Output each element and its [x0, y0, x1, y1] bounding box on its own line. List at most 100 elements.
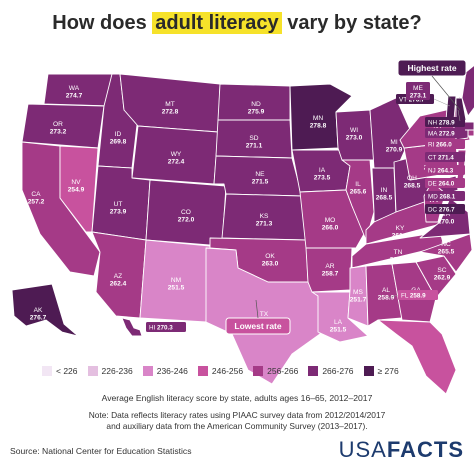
- svg-text:CT 271.4: CT 271.4: [428, 154, 454, 161]
- state-label-mo: MO 266.0: [322, 217, 339, 232]
- legend-swatch: [197, 366, 208, 376]
- state-label-ms: MS 251.7: [350, 289, 367, 304]
- state-label-tn: TN 260.1: [390, 249, 407, 264]
- state-label-ca: CA 257.2: [28, 191, 45, 206]
- legend-label: 256-266: [267, 366, 299, 376]
- legend-item: 246-256: [197, 366, 244, 376]
- legend-swatch: [308, 366, 319, 376]
- leader-line: [433, 98, 451, 107]
- state-il: [341, 159, 375, 241]
- state-label-sd: SD 271.1: [246, 135, 263, 150]
- state-ar: [305, 247, 353, 293]
- state-label-oh: OH 268.5: [404, 175, 421, 190]
- state-label-ut: UT 273.9: [110, 201, 127, 216]
- svg-text:FL 258.9: FL 258.9: [401, 292, 426, 299]
- state-ms: [347, 265, 369, 327]
- legend-label: < 226: [56, 366, 78, 376]
- state-label-ky: KY 261.0: [392, 225, 409, 240]
- state-label-al: AL 258.9: [378, 287, 395, 302]
- svg-text:Lowest rate: Lowest rate: [234, 321, 282, 331]
- state-label-ar: AR 258.7: [322, 263, 339, 278]
- state-nc: [419, 233, 473, 273]
- state-label-mi: MI 270.9: [386, 139, 403, 154]
- state-nv: [59, 145, 99, 233]
- state-label-wi: WI 273.0: [346, 127, 363, 142]
- state-box-md: MD 268.1: [425, 191, 465, 201]
- svg-text:RI 266.0: RI 266.0: [428, 141, 452, 148]
- legend-item: 266-276: [308, 366, 354, 376]
- svg-text:DC 276.7: DC 276.7: [428, 206, 455, 213]
- state-box-dc: DC 276.7: [425, 204, 465, 214]
- legend-swatch: [142, 366, 153, 376]
- legend-item: < 226: [42, 366, 78, 376]
- state-or: [21, 103, 105, 149]
- legend-swatch: [253, 366, 264, 376]
- state-box-fl: FL 258.9: [398, 290, 438, 300]
- state-hi: [121, 317, 143, 337]
- state-me: [461, 65, 474, 117]
- state-ak: [11, 283, 79, 337]
- state-label-ks: KS 271.3: [256, 213, 273, 228]
- svg-text:MA 272.9: MA 272.9: [428, 130, 455, 137]
- state-label-ak: AK 276.7: [30, 307, 47, 322]
- state-sc: [415, 255, 457, 299]
- legend-item: 236-246: [142, 366, 188, 376]
- legend: < 226 226-236 236-246 246-256 256-266 266-276…: [42, 366, 442, 376]
- state-box-hi: HI 270.3: [146, 322, 186, 332]
- state-box-de: DE 264.0: [425, 178, 465, 188]
- legend-swatch: [363, 366, 374, 376]
- svg-text:HI 270.3: HI 270.3: [149, 324, 173, 331]
- state-label-nv: NV 254.9: [68, 179, 85, 194]
- legend-item: 226-236: [87, 366, 133, 376]
- state-label-il: IL 265.6: [350, 181, 367, 196]
- leader-line: [387, 294, 399, 299]
- svg-text:NJ 264.3: NJ 264.3: [428, 167, 454, 174]
- note: Note: Data reflects literacy rates using…: [88, 410, 386, 431]
- highest-callout: Highest rate: [397, 59, 467, 111]
- legend-label: ≥ 276: [377, 366, 399, 376]
- svg-text:DE 264.0: DE 264.0: [428, 180, 455, 187]
- legend-label: 266-276: [322, 366, 354, 376]
- state-box-nj: NJ 264.3: [425, 165, 465, 175]
- state-label-ne: NE 271.5: [252, 171, 269, 186]
- svg-text:NH 278.9: NH 278.9: [428, 119, 455, 126]
- state-label-sc: SC 262.9: [434, 267, 451, 282]
- title-highlight: adult literacy: [152, 12, 282, 34]
- state-label-co: CO 272.0: [178, 209, 195, 224]
- lowest-callout: Lowest rate: [225, 299, 291, 335]
- state-box-ma: MA 272.9: [425, 128, 465, 138]
- legend-label: 246-256: [211, 366, 244, 376]
- source-text: Source: National Center for Education St…: [10, 446, 192, 456]
- state-label-in: IN 268.5: [376, 187, 393, 202]
- state-al: [365, 263, 403, 327]
- state-label-nc: NC 265.5: [438, 241, 455, 256]
- state-label-me: ME 273.1: [410, 85, 427, 100]
- state-fl: [377, 319, 457, 395]
- svg-text:MD 268.1: MD 268.1: [428, 193, 456, 200]
- state-label-va: VA 270.0: [438, 211, 455, 226]
- state-label-wy: WY 272.4: [168, 151, 185, 166]
- state-label-la: LA 251.5: [330, 319, 347, 334]
- state-label-ok: OK 263.0: [262, 253, 279, 268]
- state-label-mn: MN 278.8: [310, 115, 327, 130]
- state-mi: [369, 97, 413, 171]
- map-subtitle: Average English literacy score by state,…: [101, 393, 373, 403]
- leader-line: [457, 109, 461, 122]
- state-box-ct: CT 271.4: [425, 152, 465, 162]
- state-label-id: ID 269.8: [110, 131, 127, 146]
- state-label-ia: IA 273.5: [314, 167, 331, 182]
- state-label-mt: MT 272.8: [162, 101, 179, 116]
- usafacts-logo: USAFACTS: [338, 437, 464, 462]
- state-label-az: AZ 262.4: [110, 273, 127, 288]
- legend-swatch: [87, 366, 98, 376]
- state-label-wa: WA 274.7: [66, 85, 83, 100]
- legend-label: 236-246: [156, 366, 188, 376]
- state-box-me: [406, 82, 430, 100]
- legend-item: ≥ 276: [363, 366, 399, 376]
- state-label-or: OR 273.2: [50, 121, 67, 136]
- legend-swatch: [42, 366, 52, 376]
- page-title: How does adult literacy vary by state?: [52, 12, 422, 34]
- state-ri: [467, 129, 474, 137]
- svg-text:Highest rate: Highest rate: [407, 63, 456, 73]
